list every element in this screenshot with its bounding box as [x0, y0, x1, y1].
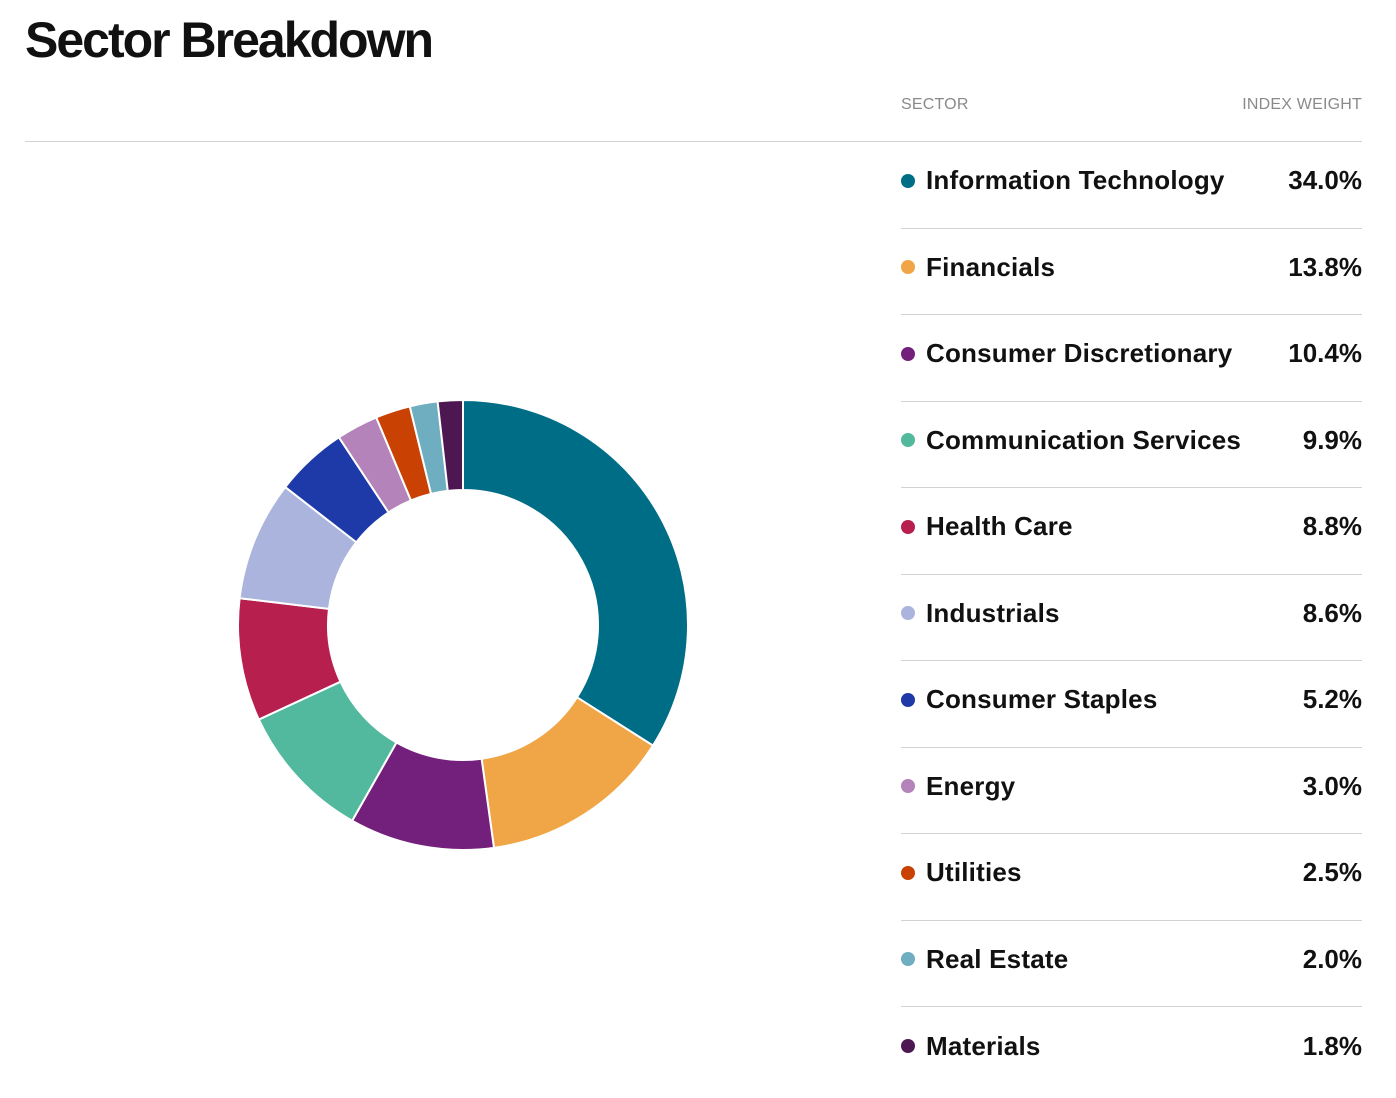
donut-chart-svg	[237, 398, 689, 851]
legend-row-real-estate: Real Estate 2.0%	[901, 921, 1362, 1007]
legend-value-real-estate: 2.0%	[1302, 943, 1362, 974]
legend-row-industrials: Industrials 8.6%	[901, 575, 1362, 661]
legend-row-consumer-staples: Consumer Staples 5.2%	[901, 661, 1362, 748]
legend-dot-consumer-discretionary	[901, 346, 915, 361]
legend-label-consumer-discretionary: Consumer Discretionary	[926, 338, 1233, 369]
legend-row-information-technology: Information Technology 34.0%	[901, 142, 1362, 229]
legend-label-information-technology: Information Technology	[926, 165, 1225, 196]
legend-dot-consumer-staples	[901, 692, 915, 707]
legend-label-health-care: Health Care	[926, 511, 1073, 542]
page-title: Sector Breakdown	[25, 12, 434, 68]
legend-value-consumer-staples: 5.2%	[1302, 684, 1362, 715]
legend-dot-health-care	[901, 519, 915, 534]
donut-slice-information-technology[interactable]	[462, 398, 689, 747]
legend-dot-industrials	[901, 606, 915, 621]
legend-label-industrials: Industrials	[926, 597, 1060, 628]
legend-value-financials: 13.8%	[1288, 251, 1362, 282]
sector-column-header: SECTOR	[901, 96, 969, 113]
legend-label-consumer-staples: Consumer Staples	[926, 684, 1158, 715]
legend-label-energy: Energy	[926, 770, 1016, 801]
legend-dot-materials	[901, 1039, 915, 1054]
donut-chart	[200, 360, 730, 890]
index-weight-column-header: INDEX WEIGHT	[1242, 96, 1362, 113]
legend-dot-real-estate	[901, 952, 915, 967]
legend-value-health-care: 8.8%	[1302, 511, 1362, 542]
legend-label-communication-services: Communication Services	[926, 424, 1242, 455]
legend-row-energy: Energy 3.0%	[901, 748, 1362, 834]
legend-value-consumer-discretionary: 10.4%	[1288, 338, 1362, 369]
legend-value-energy: 3.0%	[1302, 770, 1362, 801]
donut-slice-materials[interactable]	[436, 398, 464, 492]
legend-dot-information-technology	[901, 173, 915, 188]
legend-label-financials: Financials	[926, 251, 1056, 282]
legend-value-industrials: 8.6%	[1302, 597, 1362, 628]
header-divider	[25, 141, 1362, 142]
legend-value-materials: 1.8%	[1302, 1030, 1362, 1061]
legend-dot-utilities	[901, 865, 915, 880]
legend-label-real-estate: Real Estate	[926, 943, 1069, 974]
legend-row-materials: Materials 1.8%	[901, 1007, 1362, 1094]
legend-value-information-technology: 34.0%	[1288, 165, 1362, 196]
legend-dot-financials	[901, 260, 915, 275]
legend-dot-communication-services	[901, 433, 915, 448]
legend-value-utilities: 2.5%	[1302, 857, 1362, 888]
sector-legend-table: Information Technology 34.0% Financials 13.…	[901, 142, 1362, 1094]
legend-row-consumer-discretionary: Consumer Discretionary 10.4%	[901, 315, 1362, 402]
legend-value-communication-services: 9.9%	[1302, 424, 1362, 455]
legend-row-communication-services: Communication Services 9.9%	[901, 402, 1362, 488]
legend-row-financials: Financials 13.8%	[901, 229, 1362, 315]
legend-label-utilities: Utilities	[926, 857, 1022, 888]
legend-dot-energy	[901, 779, 915, 794]
legend-label-materials: Materials	[926, 1030, 1041, 1061]
legend-row-health-care: Health Care 8.8%	[901, 488, 1362, 575]
legend-row-utilities: Utilities 2.5%	[901, 834, 1362, 921]
